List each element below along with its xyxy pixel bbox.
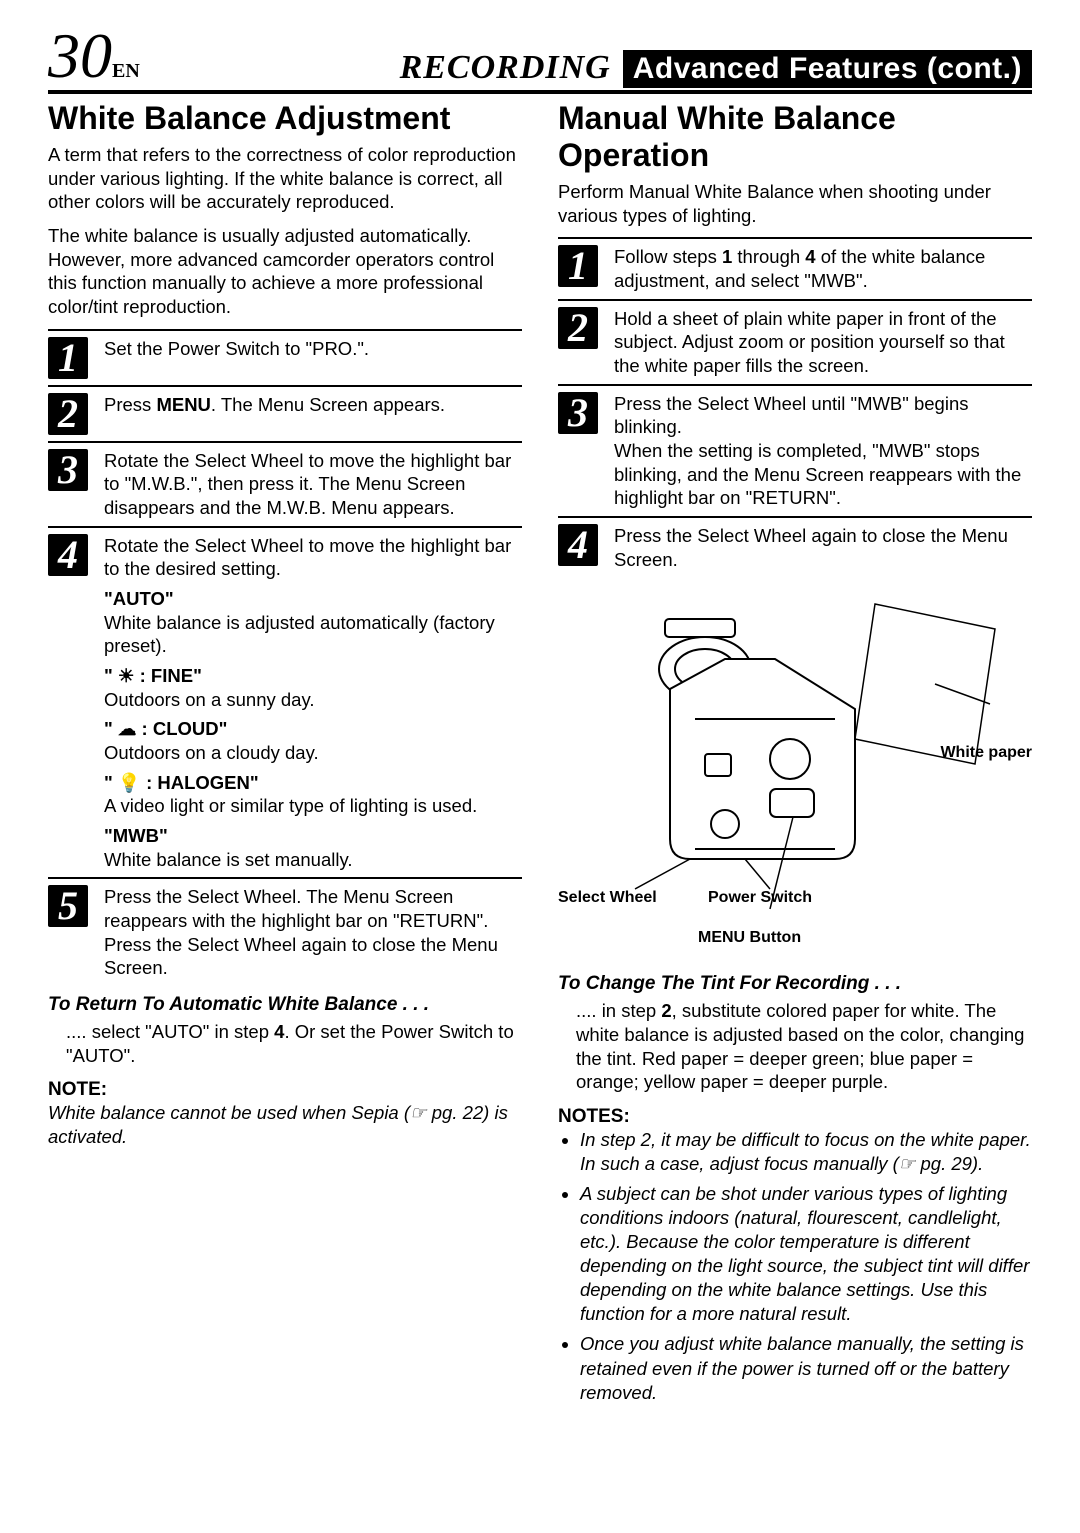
tint-body: .... in step 2, substitute colored paper… [558,999,1032,1094]
right-column: Manual White Balance Operation Perform M… [558,100,1032,1411]
text-fragment: through [732,246,805,267]
text-fragment: .... select "AUTO" in step [66,1021,274,1042]
step-number-icon: 2 [558,307,598,349]
right-step-2: 2 Hold a sheet of plain white paper in f… [558,299,1032,378]
note-item: Once you adjust white balance manually, … [580,1332,1032,1404]
note-item: In step 2, it may be difficult to focus … [580,1128,1032,1176]
wb-adjustment-title: White Balance Adjustment [48,100,522,137]
camcorder-diagram: White paper Select Wheel Power Switch ME… [558,589,1032,959]
menu-keyword: MENU [156,394,210,415]
left-step-5: 5 Press the Select Wheel. The Menu Scree… [48,877,522,980]
setting-auto-label: "AUTO" [104,588,174,609]
notes-label: NOTES: [558,1106,1032,1128]
setting-halogen-label: " 💡 : HALOGEN" [104,772,259,793]
tint-title: To Change The Tint For Recording . . . [558,973,1032,995]
step-number-icon: 1 [558,245,598,287]
notes-list: In step 2, it may be difficult to focus … [558,1128,1032,1405]
step-number-icon: 3 [48,449,88,491]
left-step-2-text: Press MENU. The Menu Screen appears. [104,393,522,435]
header-advanced: Advanced Features (cont.) [623,50,1032,88]
setting-auto-desc: White balance is adjusted automatically … [104,611,522,658]
return-auto-title: To Return To Automatic White Balance . .… [48,994,522,1016]
setting-cloud-desc: Outdoors on a cloudy day. [104,741,522,765]
left-step-4-text: Rotate the Select Wheel to move the high… [104,534,522,872]
setting-mwb: "MWB" White balance is set manually. [104,824,522,871]
page-lang: EN [112,60,140,82]
callout-white-paper: White paper [940,744,1032,762]
header-right: RECORDING Advanced Features (cont.) [400,49,1032,88]
note-label: NOTE: [48,1079,522,1101]
step-ref: 4 [274,1021,284,1042]
left-column: White Balance Adjustment A term that ref… [48,100,522,1411]
setting-mwb-label: "MWB" [104,825,168,846]
left-step-2: 2 Press MENU. The Menu Screen appears. [48,385,522,435]
left-step-5-text: Press the Select Wheel. The Menu Screen … [104,885,522,980]
right-step-1-text: Follow steps 1 through 4 of the white ba… [614,245,1032,292]
page-header: 30EN RECORDING Advanced Features (cont.) [48,24,1032,94]
page-number: 30EN [48,24,140,88]
right-step-2-text: Hold a sheet of plain white paper in fro… [614,307,1032,378]
step-ref: 4 [805,246,815,267]
step-ref: 2 [661,1000,671,1021]
setting-cloud: " ☁ : CLOUD" Outdoors on a cloudy day. [104,717,522,764]
step-4-intro: Rotate the Select Wheel to move the high… [104,534,522,581]
step-ref: 1 [722,246,732,267]
right-step-3: 3 Press the Select Wheel until "MWB" beg… [558,384,1032,510]
setting-fine-desc: Outdoors on a sunny day. [104,688,522,712]
left-step-3: 3 Rotate the Select Wheel to move the hi… [48,441,522,520]
header-recording: RECORDING [400,49,611,87]
text-fragment: . The Menu Screen appears. [211,394,445,415]
wb-intro-2: The white balance is usually adjusted au… [48,224,522,319]
right-step-4: 4 Press the Select Wheel again to close … [558,516,1032,571]
setting-cloud-label: " ☁ : CLOUD" [104,718,227,739]
note-body: White balance cannot be used when Sepia … [48,1101,522,1148]
manual-wb-intro: Perform Manual White Balance when shooti… [558,180,1032,227]
step-number-icon: 2 [48,393,88,435]
page-number-value: 30 [48,20,112,91]
right-step-4-text: Press the Select Wheel again to close th… [614,524,1032,571]
callout-power-switch: Power Switch [708,889,812,907]
step-number-icon: 4 [558,524,598,566]
text-fragment: .... in step [576,1000,661,1021]
step-number-icon: 5 [48,885,88,927]
step-number-icon: 3 [558,392,598,434]
step-number-icon: 4 [48,534,88,576]
callout-menu-button: MENU Button [698,929,801,947]
text-fragment: Follow steps [614,246,722,267]
setting-mwb-desc: White balance is set manually. [104,848,522,872]
step-number-icon: 1 [48,337,88,379]
callout-select-wheel: Select Wheel [558,889,657,907]
setting-fine: " ☀ : FINE" Outdoors on a sunny day. [104,664,522,711]
wb-intro-1: A term that refers to the correctness of… [48,143,522,214]
return-auto-body: .... select "AUTO" in step 4. Or set the… [48,1020,522,1067]
text-fragment: Press [104,394,156,415]
right-step-1: 1 Follow steps 1 through 4 of the white … [558,237,1032,292]
note-item: A subject can be shot under various type… [580,1182,1032,1326]
left-step-1: 1 Set the Power Switch to "PRO.". [48,329,522,379]
right-step-3-text: Press the Select Wheel until "MWB" begin… [614,392,1032,510]
setting-halogen-desc: A video light or similar type of lightin… [104,794,522,818]
manual-wb-title: Manual White Balance Operation [558,100,1032,174]
left-step-1-text: Set the Power Switch to "PRO.". [104,337,522,379]
left-step-4: 4 Rotate the Select Wheel to move the hi… [48,526,522,872]
setting-halogen: " 💡 : HALOGEN" A video light or similar … [104,771,522,818]
left-step-3-text: Rotate the Select Wheel to move the high… [104,449,522,520]
setting-fine-label: " ☀ : FINE" [104,665,202,686]
setting-auto: "AUTO" White balance is adjusted automat… [104,587,522,658]
